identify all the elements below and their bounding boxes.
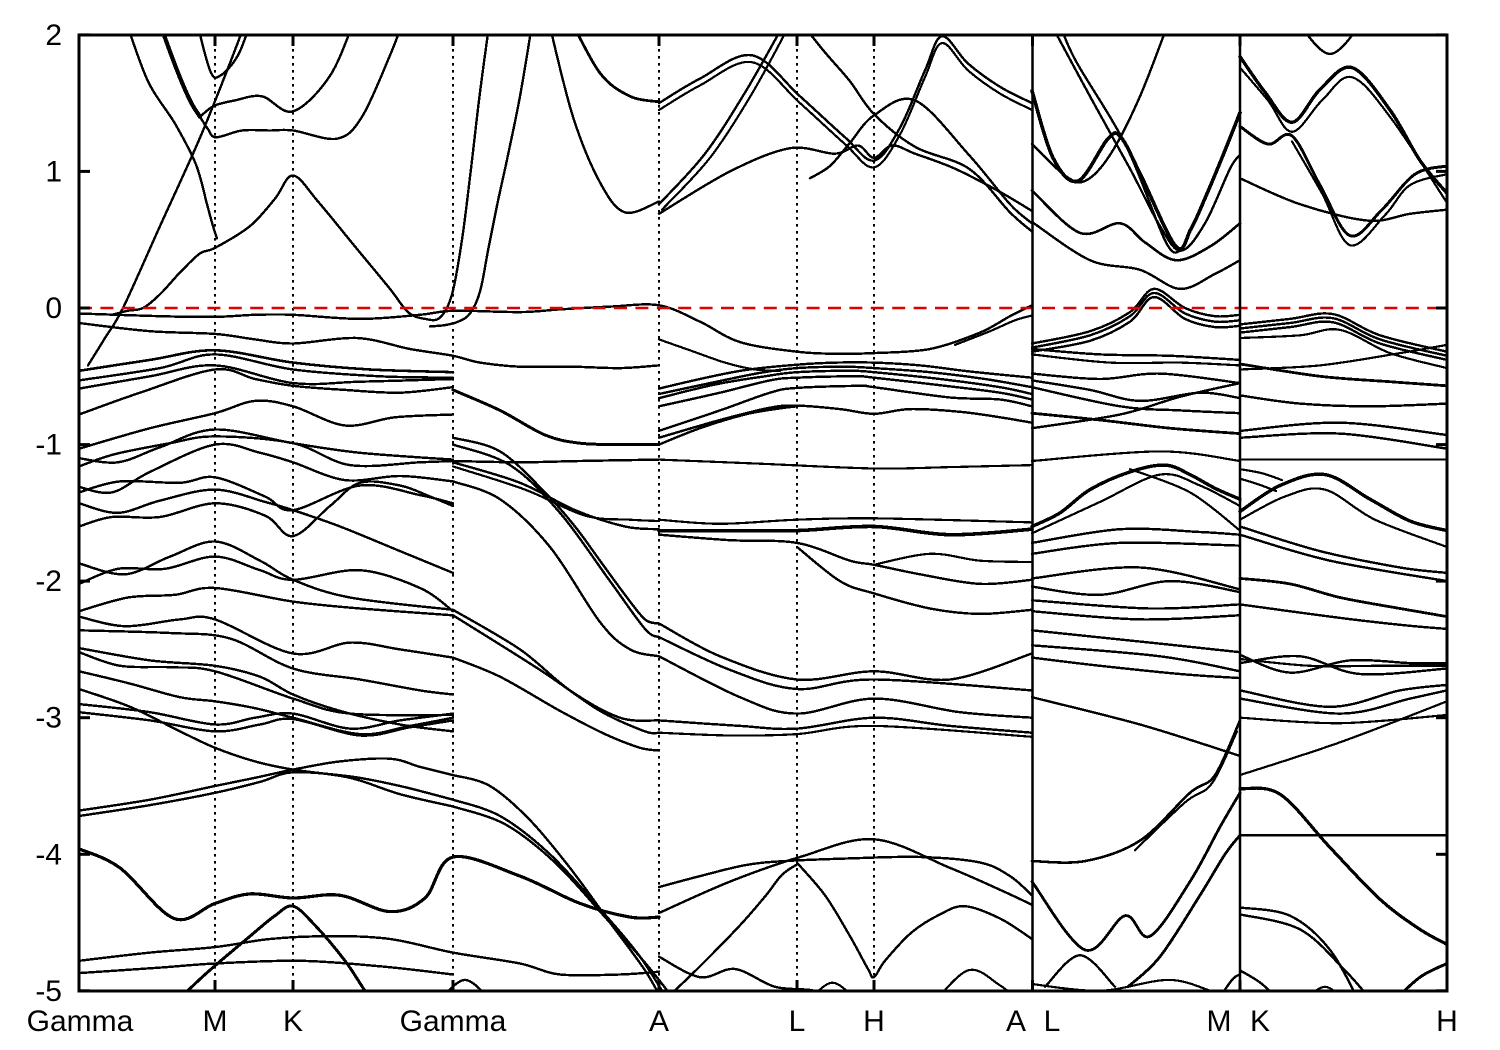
svg-text:H: H bbox=[863, 1005, 885, 1038]
svg-text:A: A bbox=[649, 1005, 669, 1038]
svg-text:-2: -2 bbox=[35, 565, 62, 598]
svg-text:2: 2 bbox=[45, 19, 62, 52]
svg-text:K: K bbox=[1250, 1005, 1270, 1038]
svg-text:L: L bbox=[1044, 1005, 1061, 1038]
svg-text:Gamma: Gamma bbox=[27, 1005, 134, 1038]
svg-text:M: M bbox=[203, 1005, 228, 1038]
svg-text:-4: -4 bbox=[35, 838, 62, 871]
svg-text:M: M bbox=[1207, 1005, 1232, 1038]
svg-text:L: L bbox=[789, 1005, 806, 1038]
svg-text:-3: -3 bbox=[35, 702, 62, 735]
svg-text:-1: -1 bbox=[35, 429, 62, 462]
svg-text:-5: -5 bbox=[35, 975, 62, 1008]
svg-text:K: K bbox=[283, 1005, 303, 1038]
svg-text:A: A bbox=[1006, 1005, 1026, 1038]
svg-text:1: 1 bbox=[45, 155, 62, 188]
svg-text:H: H bbox=[1436, 1005, 1458, 1038]
svg-text:Gamma: Gamma bbox=[400, 1005, 507, 1038]
svg-text:0: 0 bbox=[45, 292, 62, 325]
